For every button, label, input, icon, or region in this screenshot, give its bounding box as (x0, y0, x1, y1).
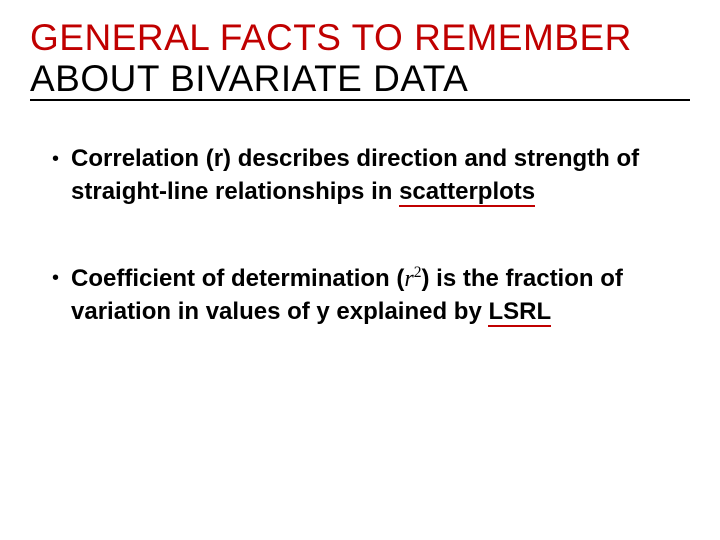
title-block: GENERAL FACTS TO REMEMBER ABOUT BIVARIAT… (30, 18, 690, 101)
content-area: • Correlation (r) describes direction an… (30, 143, 690, 328)
bullet-text: Correlation (r) describes direction and … (71, 143, 690, 208)
text-run: Coefficient of determination (71, 265, 396, 292)
bullet-item: • Coefficient of determination (r2) is t… (52, 262, 690, 328)
math-superscript: 2 (414, 264, 422, 281)
bullet-dot-icon: • (52, 143, 59, 175)
slide-title: GENERAL FACTS TO REMEMBER ABOUT BIVARIAT… (30, 18, 690, 99)
bullet-text: Coefficient of determination (r2) is the… (71, 262, 690, 328)
underlined-term: LSRL (488, 298, 551, 327)
math-variable: r (404, 266, 413, 292)
bullet-dot-icon: • (52, 262, 59, 294)
title-line-2: ABOUT BIVARIATE DATA (30, 59, 690, 100)
bullet-item: • Correlation (r) describes direction an… (52, 143, 690, 208)
slide: GENERAL FACTS TO REMEMBER ABOUT BIVARIAT… (0, 0, 720, 540)
text-run: Correlation (r) describes (71, 145, 350, 172)
text-run: and (464, 145, 507, 172)
text-run: direction (350, 145, 465, 172)
underlined-term: scatterplots (399, 178, 535, 207)
text-run: relationships in (215, 178, 399, 205)
title-underline (30, 99, 690, 101)
title-line-1: GENERAL FACTS TO REMEMBER (30, 18, 690, 59)
math-close: ) (422, 265, 430, 292)
